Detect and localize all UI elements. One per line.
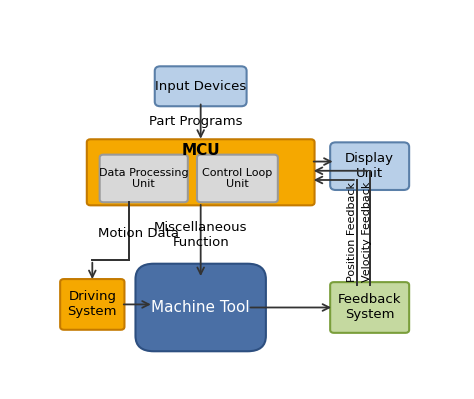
Text: Part Programs: Part Programs — [149, 115, 243, 128]
Text: Machine Tool: Machine Tool — [151, 300, 250, 315]
Text: Feedback
System: Feedback System — [338, 294, 401, 322]
FancyBboxPatch shape — [155, 66, 246, 106]
FancyBboxPatch shape — [60, 279, 125, 330]
FancyBboxPatch shape — [136, 264, 266, 351]
Text: MCU: MCU — [182, 143, 220, 158]
FancyBboxPatch shape — [330, 282, 409, 333]
Text: Display
Unit: Display Unit — [345, 152, 394, 180]
Text: Motion Data: Motion Data — [98, 227, 179, 240]
FancyBboxPatch shape — [330, 142, 409, 190]
Text: Velocity Feedback: Velocity Feedback — [362, 182, 372, 282]
FancyBboxPatch shape — [100, 155, 188, 202]
Text: Miscellaneous
Function: Miscellaneous Function — [154, 221, 247, 249]
Text: Position Feedback: Position Feedback — [346, 182, 356, 282]
Text: Driving
System: Driving System — [68, 290, 117, 318]
FancyBboxPatch shape — [87, 139, 315, 205]
Text: Control Loop
Unit: Control Loop Unit — [202, 168, 273, 189]
Text: Data Processing
Unit: Data Processing Unit — [99, 168, 189, 189]
Text: Input Devices: Input Devices — [155, 80, 246, 93]
FancyBboxPatch shape — [197, 155, 278, 202]
